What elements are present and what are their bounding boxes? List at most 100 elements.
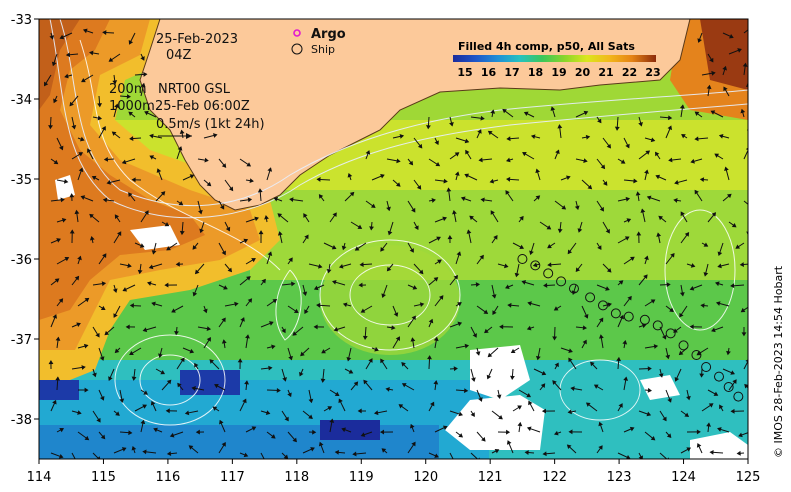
colorbar-title: Filled 4h comp, p50, All Sats <box>458 40 635 53</box>
current-vector-head <box>471 377 476 382</box>
current-vector-head <box>426 125 431 130</box>
current-vector-head <box>251 426 257 431</box>
x-tick-label: 125 <box>736 470 761 485</box>
current-vector-head <box>117 231 122 236</box>
current-vector-head <box>650 299 656 304</box>
current-vector-head <box>234 301 239 307</box>
current-vector-head <box>60 197 65 203</box>
current-vector-head <box>171 308 176 313</box>
colorbar-tick-label: 21 <box>598 66 613 79</box>
current-vector-head <box>61 217 67 223</box>
current-vector-head <box>149 155 155 160</box>
current-vector-head <box>243 238 249 244</box>
current-vector-head <box>82 28 88 34</box>
current-vector-head <box>506 136 511 142</box>
current-vector-head <box>449 122 454 127</box>
current-vector-head <box>338 398 343 404</box>
current-vector-head <box>638 122 643 127</box>
current-vector-head <box>732 379 737 384</box>
current-vector-head <box>686 395 691 401</box>
current-vector-head <box>699 373 705 378</box>
current-vector-head <box>602 181 608 186</box>
current-vector-head <box>730 370 735 375</box>
current-vector-head <box>655 174 661 180</box>
current-vector-head <box>131 376 137 381</box>
current-vector-head <box>666 433 672 438</box>
current-vector-head <box>711 327 716 333</box>
current-vector-head <box>670 252 675 258</box>
current-vector-head <box>112 288 118 293</box>
current-vector-head <box>650 137 656 143</box>
current-vector-head <box>177 146 183 151</box>
current-vector-head <box>111 131 117 136</box>
current-vector-head <box>741 332 747 337</box>
current-vector-head <box>59 427 65 433</box>
current-vector-head <box>318 441 324 447</box>
current-vector-head <box>552 380 557 385</box>
y-tick-label: -38 <box>11 413 32 428</box>
current-vector-head <box>723 86 728 92</box>
current-vector-head <box>58 298 64 303</box>
current-vector-head <box>396 158 401 164</box>
ship-position-marker <box>623 311 634 322</box>
current-vector-head <box>582 325 587 331</box>
current-vector-head <box>418 269 424 275</box>
current-vector-head <box>342 302 348 308</box>
current-vector-head <box>119 398 125 403</box>
current-vector-head <box>76 458 78 459</box>
current-vector-head <box>587 184 593 190</box>
current-vector-head <box>127 263 132 268</box>
current-vector-head <box>696 443 702 448</box>
current-vector-head <box>137 269 143 275</box>
contour-label-200m: 200m <box>109 82 146 97</box>
current-vector-head <box>53 98 58 104</box>
current-vector-head <box>499 324 504 330</box>
current-vector-head <box>522 152 527 157</box>
colorbar-tick-label: 17 <box>504 66 519 79</box>
current-vector-head <box>113 313 118 318</box>
current-vector-head <box>643 274 648 280</box>
current-vector-head <box>52 314 57 319</box>
current-vector-head <box>249 178 254 184</box>
current-vector-head <box>452 209 457 215</box>
current-vector-head <box>189 174 195 179</box>
current-vector <box>750 348 762 352</box>
current-vector-head <box>139 243 145 248</box>
current-vector-head <box>607 302 612 308</box>
current-vector-head <box>644 169 649 174</box>
current-vector-head <box>738 432 743 438</box>
current-vector-head <box>143 390 148 395</box>
current-vector-head <box>530 134 536 140</box>
current-vector-head <box>647 387 652 393</box>
current-vector-head <box>694 189 699 195</box>
current-vector-head <box>308 398 314 404</box>
current-vector-head <box>666 282 671 288</box>
current-vector-head <box>267 167 273 172</box>
current-vector-head <box>84 297 90 303</box>
current-vector-head <box>678 350 684 356</box>
current-vector-head <box>751 25 754 28</box>
current-vector-head <box>460 196 466 202</box>
current-vector-head <box>357 408 362 414</box>
current-vector-head <box>568 429 573 435</box>
current-vector-head <box>697 38 702 43</box>
current-vector-head <box>49 35 55 40</box>
current-vector-head <box>108 57 114 62</box>
current-vector-head <box>142 404 147 409</box>
x-tick-label: 120 <box>413 470 438 485</box>
current-vector-head <box>398 404 404 409</box>
current-vector-head <box>575 267 581 273</box>
current-vector-head <box>507 302 512 308</box>
current-vector-head <box>55 336 61 341</box>
current-vector-head <box>95 332 100 338</box>
ship-position-marker <box>691 350 702 360</box>
current-vector-head <box>358 282 363 288</box>
current-vector-head <box>87 148 92 154</box>
current-vector-head <box>646 411 652 417</box>
current-vector-head <box>379 429 385 435</box>
current-vector-head <box>169 432 175 438</box>
current-vector-head <box>83 343 89 349</box>
current-vector-head <box>99 396 105 401</box>
current-vector-head <box>570 386 575 392</box>
legend-ship: Ship <box>311 43 335 56</box>
